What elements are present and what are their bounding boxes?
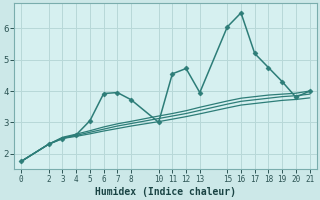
X-axis label: Humidex (Indice chaleur): Humidex (Indice chaleur) (95, 186, 236, 197)
